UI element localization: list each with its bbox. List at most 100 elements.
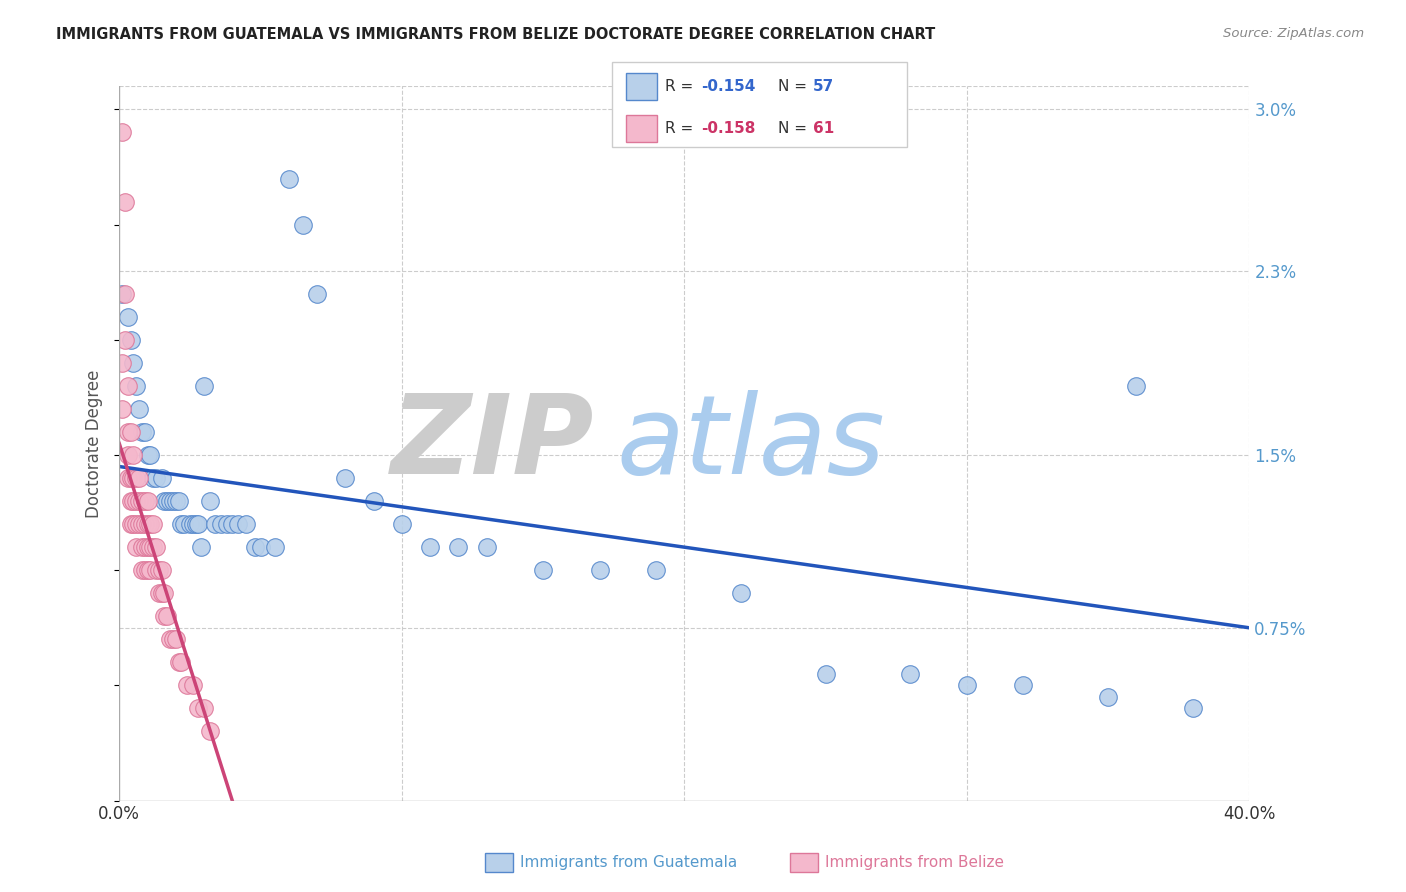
Point bbox=[128, 494, 150, 508]
Point bbox=[170, 517, 193, 532]
Point bbox=[111, 356, 134, 370]
Point bbox=[125, 471, 148, 485]
Point bbox=[204, 517, 226, 532]
Point bbox=[1125, 379, 1147, 393]
Point bbox=[165, 494, 187, 508]
Point bbox=[111, 125, 134, 139]
Text: N =: N = bbox=[778, 121, 811, 136]
Point bbox=[181, 517, 204, 532]
Point bbox=[120, 517, 142, 532]
Point bbox=[131, 517, 153, 532]
Point bbox=[153, 586, 176, 600]
Point bbox=[184, 517, 207, 532]
Point bbox=[111, 286, 134, 301]
Point bbox=[170, 656, 193, 670]
Point bbox=[1097, 690, 1119, 704]
Point bbox=[136, 540, 159, 554]
Point bbox=[139, 448, 162, 462]
Point bbox=[136, 517, 159, 532]
Point bbox=[179, 517, 201, 532]
Point bbox=[181, 678, 204, 692]
Point bbox=[131, 540, 153, 554]
Point bbox=[156, 494, 179, 508]
Text: R =: R = bbox=[665, 121, 699, 136]
Point bbox=[145, 471, 167, 485]
Point bbox=[145, 563, 167, 577]
Point bbox=[139, 540, 162, 554]
Point bbox=[153, 494, 176, 508]
Text: Immigrants from Belize: Immigrants from Belize bbox=[825, 855, 1004, 870]
Point bbox=[117, 310, 139, 324]
Text: 57: 57 bbox=[813, 78, 834, 94]
Point bbox=[1181, 701, 1204, 715]
Point bbox=[131, 425, 153, 439]
Point bbox=[335, 471, 357, 485]
Point bbox=[956, 678, 979, 692]
Point bbox=[159, 632, 181, 647]
Point bbox=[645, 563, 668, 577]
Point bbox=[120, 425, 142, 439]
Point bbox=[125, 494, 148, 508]
Point bbox=[898, 666, 921, 681]
Point bbox=[122, 448, 145, 462]
Point bbox=[153, 609, 176, 624]
Point bbox=[125, 540, 148, 554]
Point bbox=[131, 494, 153, 508]
Point bbox=[134, 540, 156, 554]
Point bbox=[134, 517, 156, 532]
Point bbox=[730, 586, 752, 600]
Point bbox=[128, 471, 150, 485]
Point bbox=[122, 494, 145, 508]
Point bbox=[221, 517, 243, 532]
Point bbox=[125, 517, 148, 532]
Point bbox=[117, 379, 139, 393]
Point bbox=[249, 540, 271, 554]
Point bbox=[190, 540, 212, 554]
Point bbox=[120, 333, 142, 347]
Point bbox=[209, 517, 232, 532]
Point bbox=[1012, 678, 1035, 692]
Point bbox=[134, 425, 156, 439]
Point bbox=[235, 517, 257, 532]
Point bbox=[136, 494, 159, 508]
Point bbox=[165, 632, 187, 647]
Point bbox=[136, 448, 159, 462]
Point bbox=[173, 517, 195, 532]
Point bbox=[167, 656, 190, 670]
Point bbox=[145, 540, 167, 554]
Point bbox=[120, 471, 142, 485]
Point bbox=[120, 494, 142, 508]
Point bbox=[131, 563, 153, 577]
Point bbox=[128, 517, 150, 532]
Point bbox=[111, 401, 134, 416]
Point bbox=[150, 586, 173, 600]
Text: -0.154: -0.154 bbox=[702, 78, 756, 94]
Text: R =: R = bbox=[665, 78, 699, 94]
Point bbox=[114, 286, 136, 301]
Point bbox=[117, 425, 139, 439]
Point bbox=[419, 540, 441, 554]
Point bbox=[156, 609, 179, 624]
Point bbox=[277, 171, 299, 186]
Point bbox=[226, 517, 249, 532]
Point bbox=[391, 517, 413, 532]
Point bbox=[159, 494, 181, 508]
Point bbox=[136, 563, 159, 577]
Point bbox=[150, 471, 173, 485]
Point bbox=[198, 724, 221, 739]
Point bbox=[139, 517, 162, 532]
Point bbox=[193, 701, 215, 715]
Y-axis label: Doctorate Degree: Doctorate Degree bbox=[86, 369, 103, 517]
Point bbox=[291, 218, 314, 232]
Point bbox=[167, 494, 190, 508]
Point bbox=[447, 540, 470, 554]
Point bbox=[176, 678, 198, 692]
Point bbox=[125, 379, 148, 393]
Text: -0.158: -0.158 bbox=[702, 121, 756, 136]
Point bbox=[243, 540, 266, 554]
Point bbox=[475, 540, 498, 554]
Point bbox=[531, 563, 554, 577]
Point bbox=[162, 494, 184, 508]
Point bbox=[134, 563, 156, 577]
Point bbox=[263, 540, 285, 554]
